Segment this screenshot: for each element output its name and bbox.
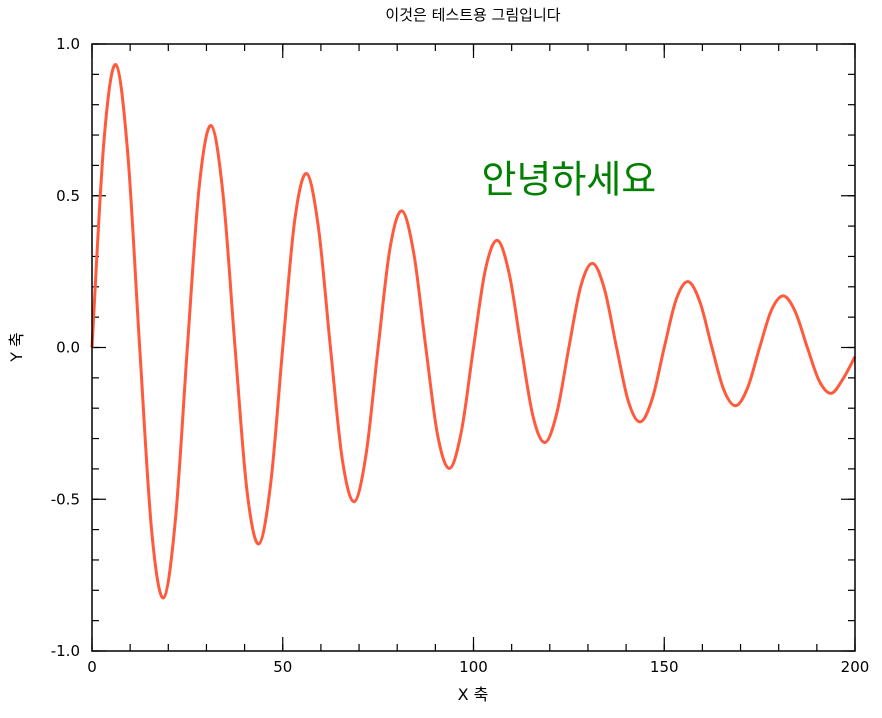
y-tick-label: 0.5 (56, 187, 80, 205)
annotation: 안녕하세요 (481, 158, 656, 202)
x-tick-label: 150 (650, 658, 679, 676)
y-axis-label: Y 축 (7, 332, 26, 363)
y-tick-label: -0.5 (51, 490, 80, 508)
x-axis-label: X 축 (458, 685, 489, 704)
y-tick-label: -1.0 (51, 642, 80, 660)
ticks: 0 50 100 150 200 -1.0 -0.5 0.0 0.5 1.0 (51, 35, 870, 676)
series (90, 63, 857, 600)
y-tick-label: 0.0 (56, 339, 80, 357)
x-tick-label: 0 (87, 658, 97, 676)
x-tick-label: 100 (459, 658, 488, 676)
y-tick-label: 1.0 (56, 35, 80, 53)
chart-title: 이것은 테스트용 그림입니다 (385, 6, 560, 24)
x-tick-label: 200 (841, 658, 870, 676)
plot-frame (91, 43, 856, 652)
series-line (90, 63, 857, 600)
x-tick-label: 50 (273, 658, 292, 676)
